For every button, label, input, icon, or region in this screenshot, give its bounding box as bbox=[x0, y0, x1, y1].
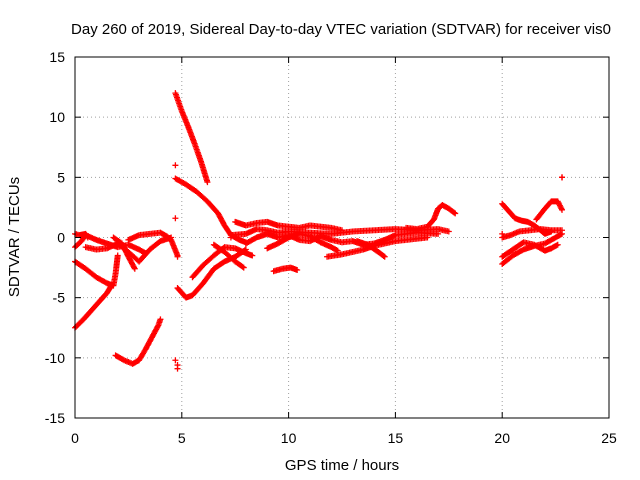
series-track-13 bbox=[210, 241, 247, 271]
series-track-26 bbox=[533, 198, 566, 223]
series-track-02 bbox=[72, 252, 121, 289]
series-track-24 bbox=[499, 226, 566, 241]
series-track-21 bbox=[403, 202, 459, 233]
data-point bbox=[172, 357, 179, 364]
y-tick-label: -15 bbox=[45, 410, 65, 426]
x-tick-label: 15 bbox=[388, 430, 404, 446]
series-track-14 bbox=[232, 218, 345, 234]
x-tick-label: 5 bbox=[178, 430, 186, 446]
x-tick-label: 0 bbox=[71, 430, 79, 446]
data-point bbox=[174, 253, 181, 260]
series-track-11 bbox=[174, 246, 249, 301]
data-point bbox=[174, 365, 181, 372]
x-tick-label: 25 bbox=[601, 430, 617, 446]
data-marks bbox=[72, 90, 566, 372]
y-tick-label: 15 bbox=[49, 49, 65, 65]
axis-ticks bbox=[74, 56, 610, 419]
series-track-01 bbox=[72, 282, 115, 331]
series-track-19 bbox=[324, 234, 431, 260]
data-point bbox=[559, 174, 566, 181]
y-axis-label: SDTVAR / TECUs bbox=[6, 177, 23, 297]
y-tick-labels: -15 -10 -5 0 5 10 15 bbox=[45, 49, 65, 426]
x-axis-label: GPS time / hours bbox=[285, 457, 399, 474]
series-track-18 bbox=[270, 264, 301, 275]
y-tick-label: 0 bbox=[57, 230, 65, 246]
y-tick-label: -5 bbox=[53, 290, 66, 306]
y-tick-label: 5 bbox=[57, 169, 65, 185]
series-track-10 bbox=[172, 175, 249, 246]
data-point bbox=[172, 215, 179, 222]
data-point bbox=[227, 234, 234, 241]
y-tick-label: -10 bbox=[45, 350, 65, 366]
series-track-20 bbox=[353, 238, 388, 260]
series-track-17 bbox=[264, 230, 341, 254]
data-point bbox=[499, 230, 506, 237]
series-track-07 bbox=[125, 229, 181, 259]
x-tick-labels: 0 5 10 15 20 25 bbox=[71, 430, 617, 446]
series-track-09 bbox=[172, 90, 211, 186]
data-point bbox=[172, 162, 179, 169]
series-track-06 bbox=[110, 234, 138, 272]
grid bbox=[75, 57, 609, 418]
x-tick-label: 10 bbox=[281, 430, 297, 446]
series-track-25 bbox=[499, 239, 561, 260]
chart-title: Day 260 of 2019, Sidereal Day-to-day VTE… bbox=[71, 21, 611, 38]
x-tick-label: 20 bbox=[494, 430, 510, 446]
y-tick-label: 10 bbox=[49, 109, 65, 125]
series-track-08 bbox=[112, 316, 164, 367]
